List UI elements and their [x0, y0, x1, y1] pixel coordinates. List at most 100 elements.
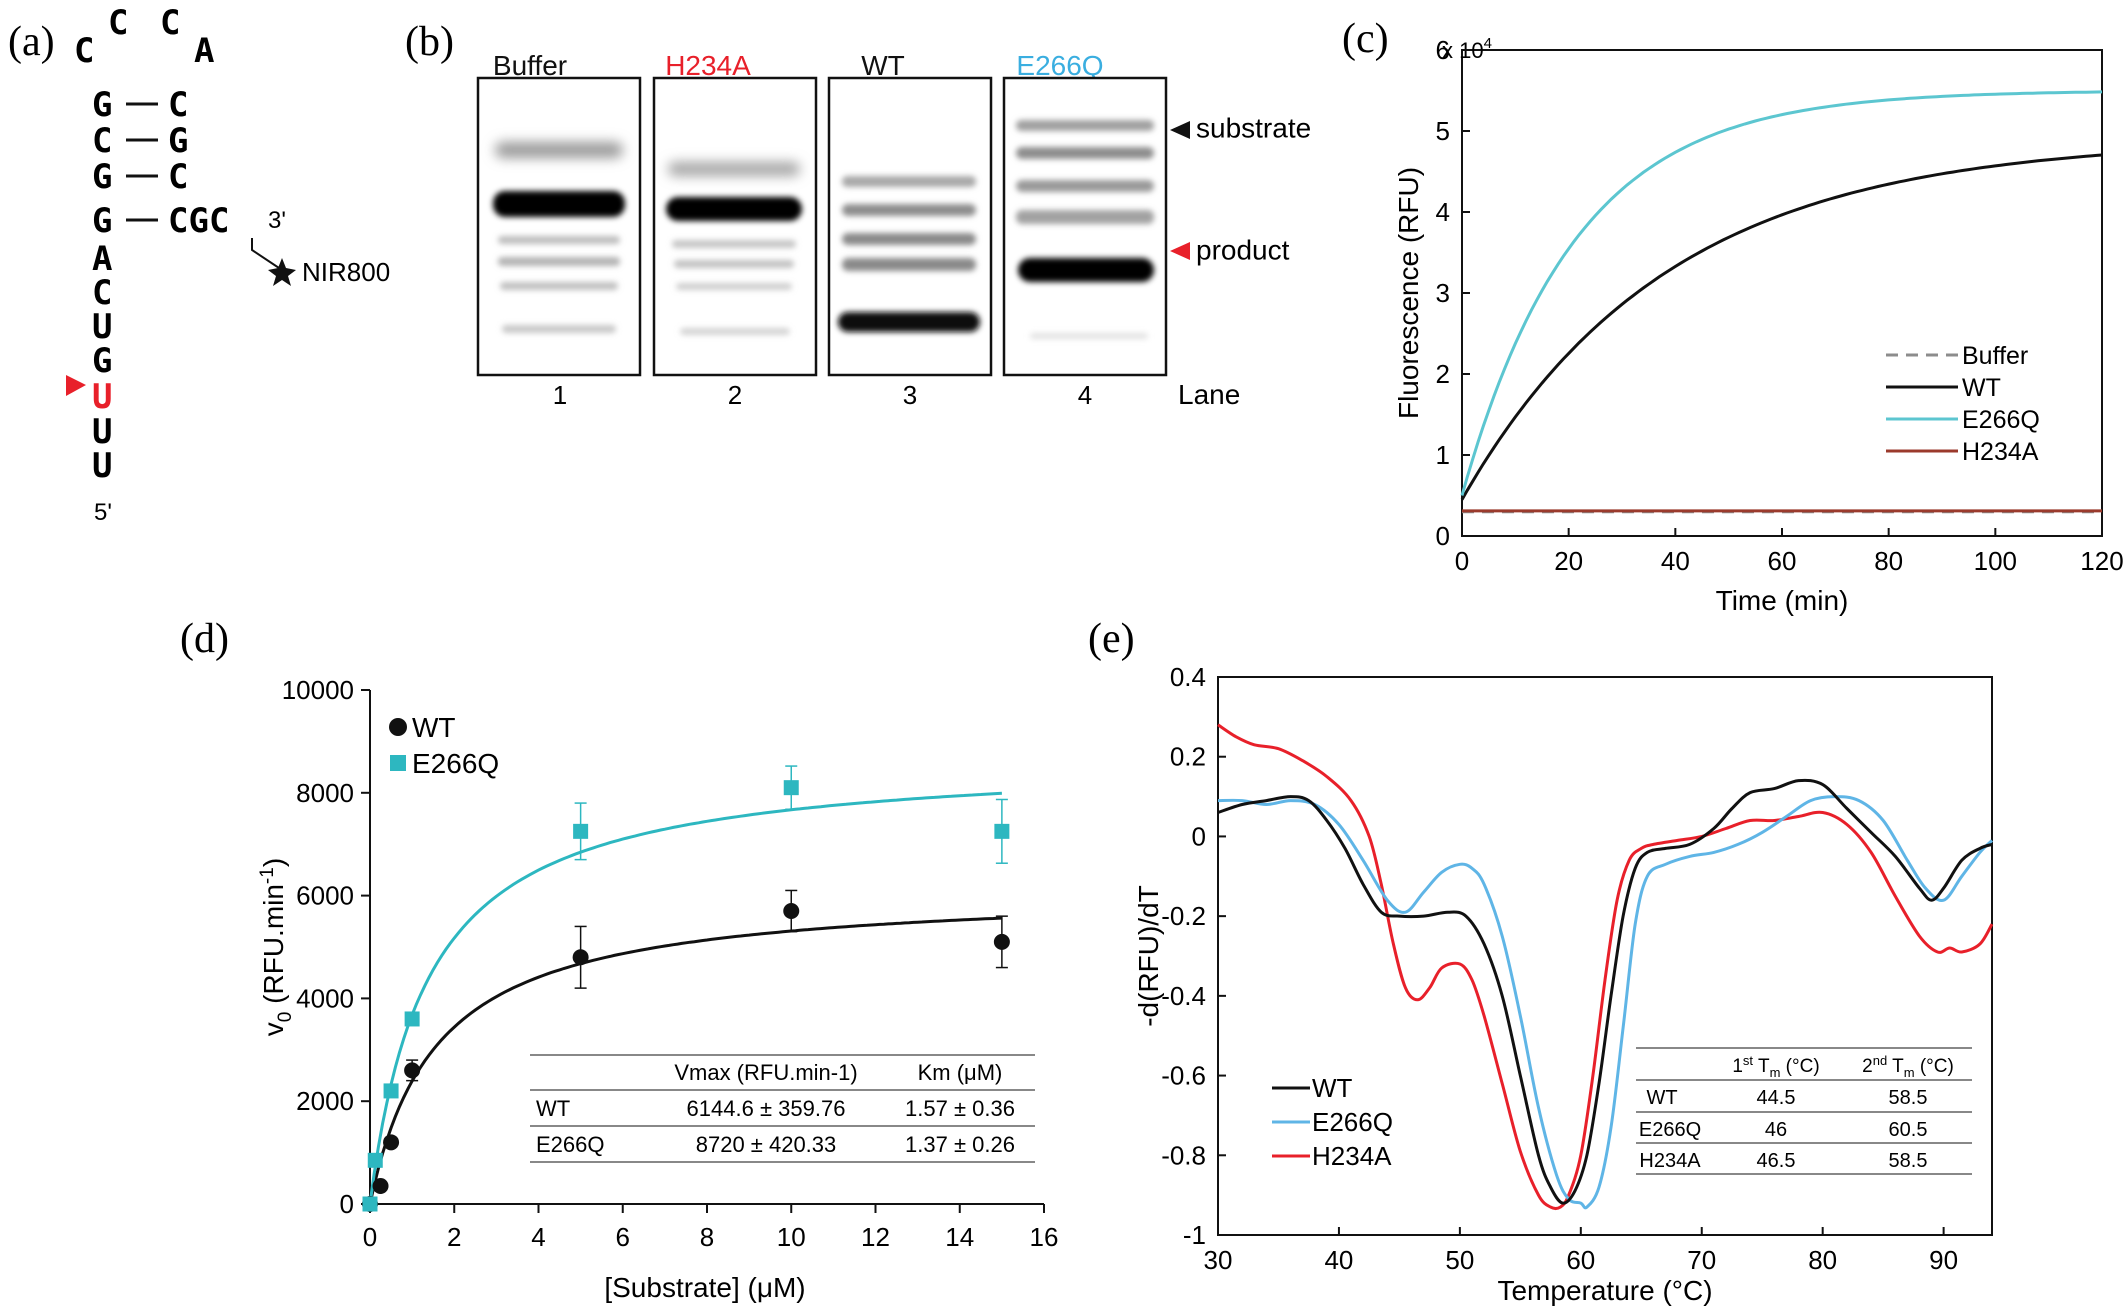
data-point-e266q	[362, 1196, 378, 1212]
table-cell: 60.5	[1889, 1119, 1928, 1141]
y-tick-label: 4000	[296, 983, 354, 1013]
x-tick-label: 80	[1808, 1245, 1837, 1275]
panel-a-rna-structure: (a) C C C A G C G G C G C CGC 3' NIR800 …	[8, 3, 390, 526]
tail-base-3: U	[92, 307, 112, 347]
x-tick-label: 0	[1455, 546, 1469, 576]
x-tick-label: 0	[363, 1222, 377, 1252]
series-line-e266q	[1217, 795, 1994, 1210]
table-cell: 6144.6 ± 359.76	[687, 1096, 846, 1121]
table-cell: 58.5	[1889, 1087, 1928, 1109]
three-prime-label: 3'	[268, 207, 286, 234]
stem-left-base-1: G	[92, 85, 112, 125]
table-cell: 46.5	[1757, 1150, 1796, 1172]
data-point-e266q	[994, 823, 1010, 839]
y-tick-label: 0.4	[1170, 662, 1206, 692]
x-axis-label: Temperature (°C)	[1497, 1275, 1712, 1306]
x-tick-label: 4	[531, 1222, 545, 1252]
y-tick-label: -1	[1183, 1220, 1206, 1250]
y-tick-label: -0.4	[1161, 981, 1206, 1011]
table-header-second-tm: 2nd Tm (°C)	[1862, 1053, 1954, 1080]
data-point-e266q	[404, 1011, 420, 1027]
table-header-km: Km (μM)	[918, 1060, 1003, 1085]
lane-label-e266q: E266Q	[1016, 50, 1103, 81]
series-line-e266q	[1460, 90, 2103, 496]
y-tick-label: 0.2	[1170, 742, 1206, 772]
table-cell: 46	[1765, 1119, 1787, 1141]
panel-d-letter: (d)	[180, 616, 229, 662]
data-point-wt	[404, 1062, 421, 1079]
x-tick-label: 60	[1768, 546, 1797, 576]
substrate-label: substrate	[1196, 112, 1311, 143]
x-tick-label: 40	[1324, 1245, 1353, 1275]
fit-curve-wt	[368, 916, 1002, 1205]
x-tick-label: 20	[1554, 546, 1583, 576]
table-cell: 1.37 ± 0.26	[905, 1132, 1015, 1157]
legend-label-wt: WT	[412, 712, 456, 743]
legend-marker-e266q	[390, 755, 406, 771]
y-tick-label: 0	[1192, 821, 1206, 851]
lane-number-1: 1	[553, 380, 567, 410]
gel-lane-1	[476, 76, 642, 377]
tail-base-7: U	[92, 446, 112, 486]
lane-axis-label: Lane	[1178, 379, 1240, 410]
table-row-label: H234A	[1639, 1150, 1701, 1172]
y-tick-label: 0	[340, 1189, 354, 1219]
x-tick-label: 80	[1874, 546, 1903, 576]
tick-group: 0 20 40 60 80 100 120 0 1 2 3 4 5 6	[1436, 35, 2124, 576]
panel-b-gel: (b) Buffer H234A WT E266Q	[405, 19, 1311, 410]
data-points	[362, 765, 1010, 1212]
data-point-e266q	[783, 780, 799, 796]
x-axis-label: Time (min)	[1716, 585, 1849, 616]
series-lines	[1460, 90, 2103, 514]
lane-label-buffer: Buffer	[493, 50, 567, 81]
legend-label-h234a: H234A	[1962, 438, 2039, 466]
x-tick-label: 50	[1445, 1245, 1474, 1275]
loop-base-2: C	[108, 3, 128, 43]
tail-base-6: U	[92, 412, 112, 452]
y-axis-label: Fluorescence (RFU)	[1393, 167, 1424, 419]
legend: Buffer WT E266Q H234A	[1886, 342, 2040, 466]
legend-label-wt: WT	[1312, 1073, 1353, 1103]
y-tick-label: -0.8	[1161, 1140, 1206, 1170]
y-axis-label: -d(RFU)/dT	[1133, 885, 1164, 1027]
x-tick-label: 2	[447, 1222, 461, 1252]
x-tick-label: 16	[1030, 1222, 1059, 1252]
x-tick-label: 6	[616, 1222, 630, 1252]
data-point-e266q	[573, 823, 589, 839]
product-label: product	[1196, 234, 1290, 265]
data-point-e266q	[367, 1152, 383, 1168]
kinetics-table: Vmax (RFU.min-1) Km (μM) WT 6144.6 ± 359…	[530, 1054, 1035, 1163]
y-tick-label: 10000	[282, 675, 354, 705]
series-line-wt	[1217, 778, 1993, 1205]
tm-table: 1st Tm (°C) 2nd Tm (°C) WT 44.5 58.5 E26…	[1636, 1047, 1972, 1175]
stem-right-base-3: C	[168, 157, 188, 197]
gel-lane-3	[827, 76, 993, 377]
lane-number-2: 2	[728, 380, 742, 410]
table-row-label: E266Q	[1639, 1119, 1701, 1141]
legend-label-h234a: H234A	[1312, 1141, 1392, 1171]
y-tick-label: 0	[1436, 521, 1450, 551]
data-point-e266q	[383, 1083, 399, 1099]
tail-base-1: A	[92, 239, 112, 279]
y-tick-label: 2	[1436, 359, 1450, 389]
data-point-wt	[572, 949, 589, 966]
series-line-wt	[1460, 153, 2103, 501]
tick-group: 0 2 4 6 8 10 12 14 16 0 2000 4000 6000 8000 10000	[282, 675, 1059, 1252]
y-tick-label: 6	[1436, 35, 1450, 65]
loop-base-3: C	[160, 3, 180, 43]
x-axis-label: [Substrate] (μM)	[604, 1272, 805, 1303]
panel-a-letter: (a)	[8, 19, 55, 65]
tick-group: 30 40 50 60 70 80 90 0.4 0.2 0 -0.2 -0.4 -0.6 -0.8 -1	[1161, 662, 1958, 1275]
five-prime-label: 5'	[94, 499, 112, 526]
legend-marker-wt	[389, 718, 407, 736]
red-triangle-icon	[66, 375, 86, 396]
lane-number-4: 4	[1078, 380, 1092, 410]
legend-label-e266q: E266Q	[1962, 406, 2040, 434]
tail-base-4: G	[92, 341, 112, 381]
fit-curves	[368, 791, 1002, 1205]
x-tick-label: 14	[945, 1222, 974, 1252]
x-tick-label: 60	[1566, 1245, 1595, 1275]
stem-right-overhang: CGC	[168, 201, 229, 241]
